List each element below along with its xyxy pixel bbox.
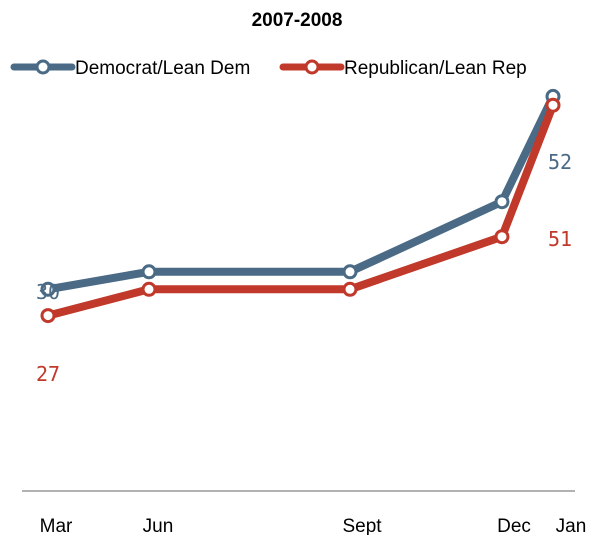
series-0 <box>40 88 561 297</box>
data-point <box>141 264 157 280</box>
data-label: 30 <box>36 280 60 304</box>
series-line <box>44 92 557 294</box>
data-point <box>141 281 157 297</box>
data-point <box>494 194 510 210</box>
data-point <box>40 281 56 297</box>
chart-title: 2007-2008 <box>252 10 343 31</box>
x-tick-label: Jun <box>143 516 174 535</box>
data-label-layer: 30 52 27 51 <box>36 150 572 386</box>
x-tick-label: Jan <box>556 516 587 535</box>
x-tick-label: Sept <box>342 516 382 535</box>
data-point <box>342 281 358 297</box>
data-point <box>494 229 510 245</box>
legend-label: Republican/Lean Rep <box>344 58 527 79</box>
series-1 <box>40 97 561 324</box>
series-layer <box>40 88 561 324</box>
x-tick-labels: Mar Jun Sept Dec Jan <box>40 516 587 535</box>
data-label: 51 <box>548 227 572 251</box>
data-point <box>40 308 56 324</box>
legend-item-0: Democrat/Lean Dem <box>10 58 250 79</box>
legend-item-1: Republican/Lean Rep <box>279 58 527 79</box>
data-point <box>342 264 358 280</box>
legend-swatch-marker <box>35 59 51 75</box>
data-point <box>545 97 561 113</box>
x-tick-label: Dec <box>497 516 531 535</box>
data-label: 27 <box>36 362 60 386</box>
legend: Democrat/Lean Dem Republican/Lean Rep <box>10 58 527 79</box>
legend-swatch-marker <box>304 59 320 75</box>
data-label: 52 <box>548 150 572 174</box>
x-tick-label: Mar <box>40 516 73 535</box>
legend-label: Democrat/Lean Dem <box>75 58 250 79</box>
